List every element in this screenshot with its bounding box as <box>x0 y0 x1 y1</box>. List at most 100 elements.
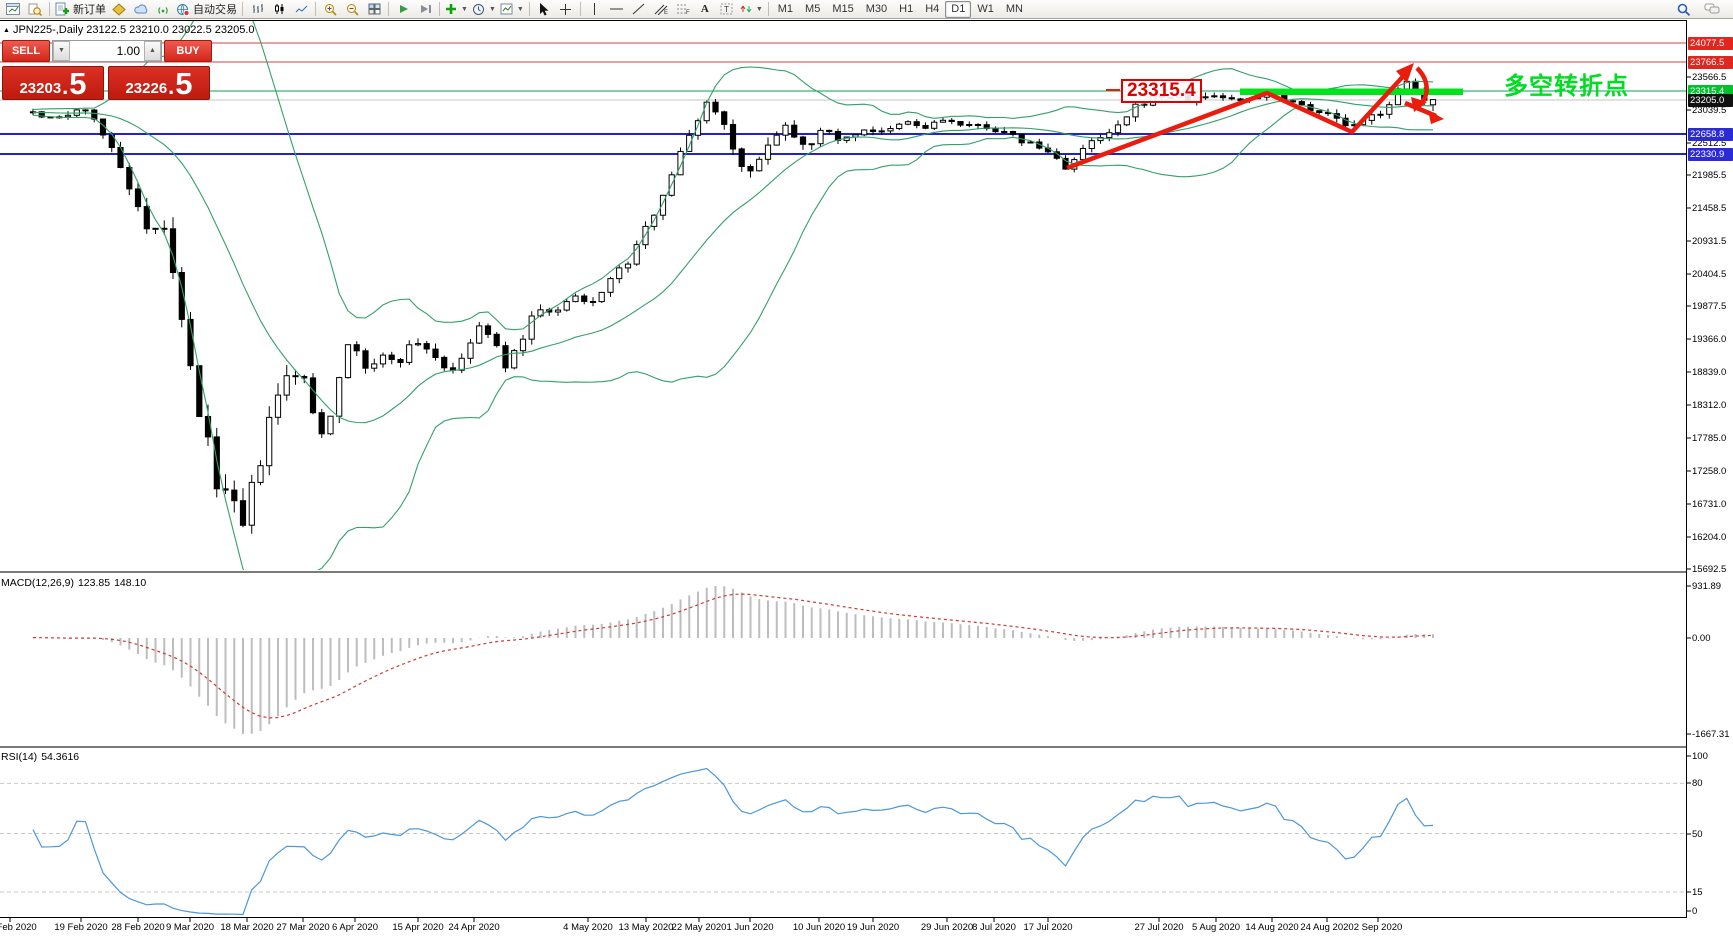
sell-button[interactable]: SELL <box>2 40 50 62</box>
one-click-trading-panel: SELL ▼ 1.00 ▲ BUY 23203. 5 23226. 5 <box>2 40 214 100</box>
zoom-out-icon[interactable] <box>341 1 363 18</box>
rsi-pane-graphics <box>0 767 1686 916</box>
price-badge: 22330.9 <box>1688 147 1733 161</box>
cursor-tool-icon[interactable] <box>533 1 555 18</box>
crosshair-tool-icon[interactable] <box>555 1 577 18</box>
bid-price-box[interactable]: 23203. 5 <box>2 66 104 100</box>
date-label: 28 Feb 2020 <box>111 922 165 933</box>
auto-scroll-icon[interactable] <box>392 1 414 18</box>
bar-chart-type-icon[interactable] <box>246 1 268 18</box>
market-watch-icon[interactable] <box>108 1 130 18</box>
timeframe-h4[interactable]: H4 <box>925 2 940 15</box>
svg-text:E: E <box>664 10 668 15</box>
signals-icon[interactable] <box>152 1 174 18</box>
arrows-tool-button[interactable]: ▼ <box>738 1 765 18</box>
timeframe-h1[interactable]: H1 <box>899 2 914 15</box>
turning-point-annotation[interactable]: 多空转折点 <box>1504 73 1629 100</box>
ask-price-box[interactable]: 23226. 5 <box>108 66 210 100</box>
vertical-line-tool-icon[interactable] <box>584 1 606 18</box>
timeframe-m30[interactable]: M30 <box>865 2 888 15</box>
date-label: 27 Mar 2020 <box>276 922 330 933</box>
axis-tick-label: 15 <box>1692 886 1703 898</box>
symbol-info: ▲ JPN225-,Daily 23122.5 23210.0 23022.5 2… <box>3 24 255 36</box>
axis-tick-label: 18312.0 <box>1692 399 1727 411</box>
autotrading-label: 自动交易 <box>193 4 237 16</box>
axis-tick-label: 20931.5 <box>1692 235 1727 247</box>
axis-tick-label: 17258.0 <box>1692 465 1727 477</box>
candlesticks <box>29 77 1437 534</box>
arrows-tool-icon <box>740 5 752 13</box>
macd-pane-divider[interactable] <box>0 571 1686 574</box>
date-label: 6 Apr 2020 <box>332 922 378 933</box>
trend-zigzag <box>1066 69 1410 171</box>
axis-tick-label: 16204.0 <box>1692 531 1727 543</box>
price-axis-line <box>1686 20 1687 918</box>
timeframe-m5[interactable]: M5 <box>805 2 821 15</box>
date-label: 29 Jun 2020 <box>920 922 974 933</box>
axis-tick-label: 19877.5 <box>1692 300 1727 312</box>
chart-window-icon[interactable] <box>2 1 24 18</box>
rsi-pane-divider[interactable] <box>0 746 1686 749</box>
bid-price-sep: . <box>62 74 69 99</box>
macd-name: MACD(12,26,9) <box>1 577 74 589</box>
toolbar-separator <box>528 2 530 16</box>
search-icon[interactable] <box>1673 1 1695 18</box>
volume-value[interactable]: 1.00 <box>116 44 140 58</box>
text-tool-icon[interactable]: A <box>700 3 709 15</box>
axis-tick-label: 23039.5 <box>1692 104 1727 116</box>
line-chart-type-icon[interactable] <box>290 1 312 18</box>
timeframe-w1[interactable]: W1 <box>977 2 994 15</box>
macd-histogram <box>32 586 1434 734</box>
candlestick-chart-type-icon[interactable] <box>268 1 290 18</box>
timeframe-m15[interactable]: M15 <box>832 2 854 15</box>
date-label: 10 Jun 2020 <box>792 922 846 933</box>
new-order-button[interactable]: 新订单 <box>53 1 108 18</box>
new-order-label: 新订单 <box>73 4 106 16</box>
text-label-tool-icon[interactable]: T <box>716 1 738 18</box>
zoom-in-icon[interactable] <box>319 1 341 18</box>
volume-stepper: ▼ 1.00 ▲ <box>52 40 162 62</box>
toolbar-separator <box>767 2 769 16</box>
axis-tick-label: 21458.5 <box>1692 202 1727 214</box>
horizontal-lines[interactable] <box>0 42 1686 155</box>
chart-shift-icon[interactable] <box>414 1 436 18</box>
resistance-price-label[interactable]: 23315.4 <box>1121 79 1202 103</box>
new-order-icon <box>55 2 69 16</box>
print-preview-icon[interactable] <box>24 1 46 18</box>
toolbar-separator <box>439 2 440 16</box>
tile-windows-icon[interactable] <box>363 1 385 18</box>
date-label: 18 Mar 2020 <box>220 922 274 933</box>
date-label: 8 Jul 2020 <box>972 922 1016 933</box>
date-label: 5 Aug 2020 <box>1191 922 1241 933</box>
autotrading-button[interactable]: 自动交易 <box>174 1 239 18</box>
toolbar: 新订单 自动交易 <box>0 0 1733 19</box>
timeframe-d1[interactable]: D1 <box>945 0 972 18</box>
template-icon <box>500 3 513 15</box>
timeframe-m1[interactable]: M1 <box>777 2 794 15</box>
volume-increase-button[interactable]: ▲ <box>144 41 161 61</box>
ask-price-big: 5 <box>175 66 193 101</box>
fibonacci-tool-icon[interactable]: F <box>672 1 694 18</box>
date-label: 19 Feb 2020 <box>54 922 108 933</box>
volume-decrease-button[interactable]: ▼ <box>53 41 70 61</box>
trend-line-tool-icon[interactable] <box>628 1 650 18</box>
data-window-icon[interactable] <box>130 1 152 18</box>
indicators-icon <box>446 4 456 14</box>
horizontal-line-tool-icon[interactable] <box>606 1 628 18</box>
macd-signal-value: 148.10 <box>114 577 147 589</box>
chat-icon[interactable] <box>1701 1 1723 18</box>
buy-button[interactable]: BUY <box>164 40 212 62</box>
templates-menu-button[interactable]: ▼ <box>498 1 526 18</box>
timeframe-mn[interactable]: MN <box>1005 2 1023 15</box>
bollinger-bands <box>32 21 1434 570</box>
ask-price-sep: . <box>168 74 175 99</box>
indicators-menu-button[interactable]: ▼ <box>443 1 470 18</box>
axis-tick-label: 19366.0 <box>1692 333 1727 345</box>
svg-text:T: T <box>724 5 729 14</box>
date-label: 9 Mar 2020 <box>165 922 215 933</box>
periods-menu-button[interactable]: ▼ <box>470 1 498 18</box>
drawn-annotations[interactable] <box>1066 63 1463 171</box>
equidistant-channel-tool-icon[interactable]: E <box>650 1 672 18</box>
